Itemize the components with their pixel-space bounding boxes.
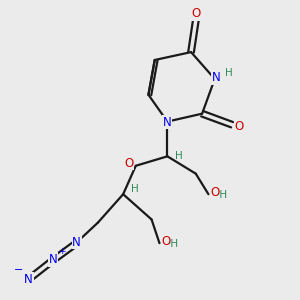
Text: +: + — [58, 248, 65, 256]
Text: O: O — [124, 157, 134, 170]
Text: −: − — [14, 265, 23, 275]
Text: N: N — [163, 116, 172, 129]
Text: O: O — [211, 186, 220, 199]
Text: H: H — [131, 184, 139, 194]
Text: ·H: ·H — [216, 190, 228, 200]
Text: N: N — [49, 253, 57, 266]
Text: H: H — [225, 68, 233, 78]
Text: N: N — [212, 71, 221, 84]
Text: N: N — [24, 273, 33, 286]
Text: H: H — [176, 151, 183, 161]
Text: N: N — [72, 236, 81, 249]
Text: O: O — [162, 235, 171, 248]
Text: O: O — [234, 120, 244, 133]
Text: O: O — [191, 7, 200, 20]
Text: ·H: ·H — [167, 239, 178, 249]
